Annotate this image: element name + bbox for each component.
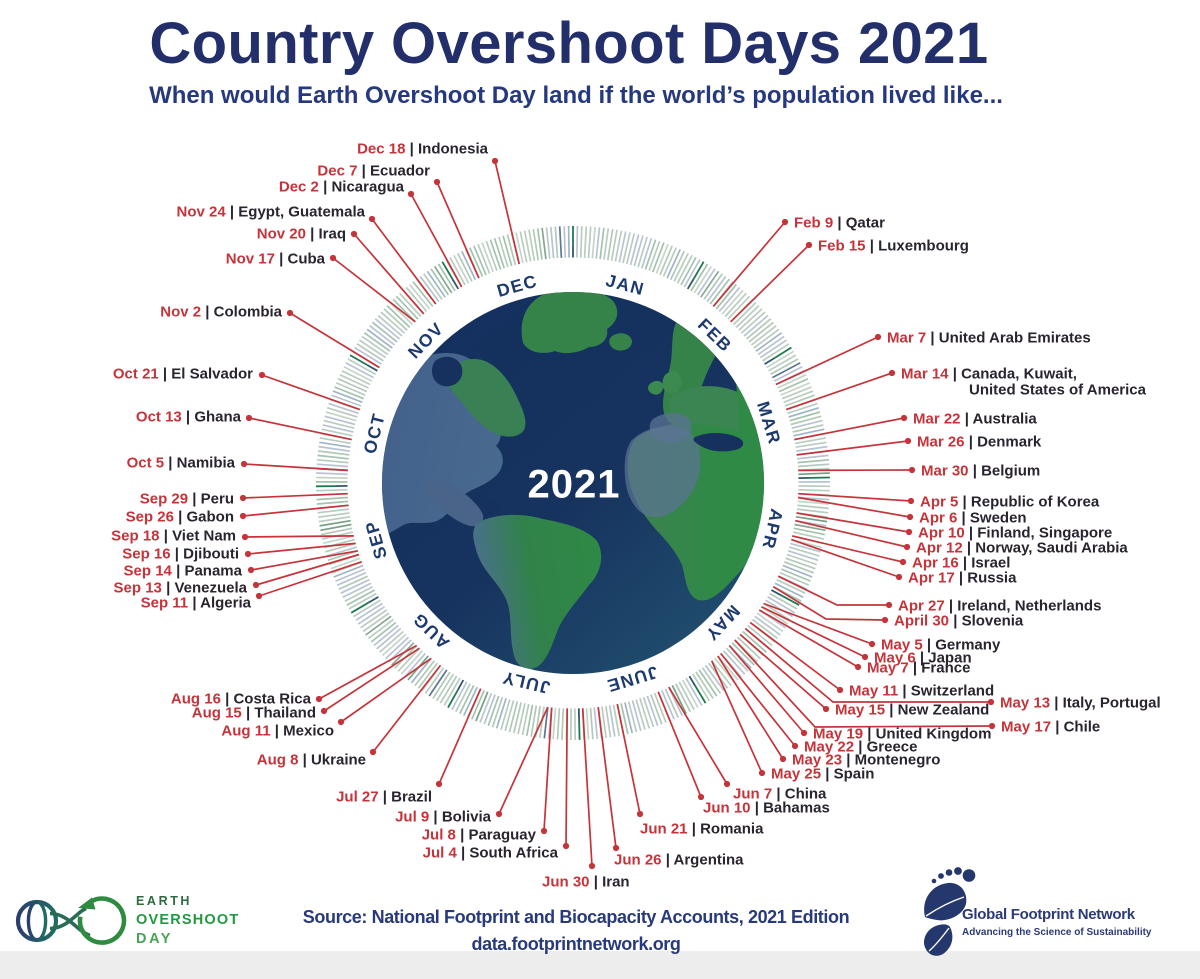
svg-text:Feb 9 | Qatar: Feb 9 | Qatar bbox=[794, 214, 885, 231]
svg-text:data.footprintnetwork.org: data.footprintnetwork.org bbox=[472, 934, 681, 954]
svg-text:Mar 7 | United Arab Emirates: Mar 7 | United Arab Emirates bbox=[887, 329, 1091, 346]
svg-text:Sep 26 | Gabon: Sep 26 | Gabon bbox=[126, 508, 234, 525]
svg-text:Jul 27 | Brazil: Jul 27 | Brazil bbox=[336, 788, 432, 805]
svg-text:Sep 16 | Djibouti: Sep 16 | Djibouti bbox=[122, 545, 239, 562]
svg-text:United States of America: United States of America bbox=[969, 381, 1147, 398]
svg-text:Sep 29 | Peru: Sep 29 | Peru bbox=[140, 490, 234, 507]
svg-text:Sep 14 | Panama: Sep 14 | Panama bbox=[124, 562, 243, 579]
svg-text:Apr 6 | Sweden: Apr 6 | Sweden bbox=[919, 509, 1027, 526]
svg-text:Feb 15 | Luxembourg: Feb 15 | Luxembourg bbox=[818, 237, 969, 254]
svg-text:Mar 14 | Canada, Kuwait,: Mar 14 | Canada, Kuwait, bbox=[901, 365, 1077, 382]
svg-text:2021: 2021 bbox=[528, 463, 621, 507]
svg-text:Country Overshoot Days 2021: Country Overshoot Days 2021 bbox=[149, 11, 988, 76]
svg-text:Sep 13 | Venezuela: Sep 13 | Venezuela bbox=[114, 579, 248, 596]
svg-text:Nov 2 | Colombia: Nov 2 | Colombia bbox=[160, 303, 282, 320]
svg-text:Dec 2 | Nicaragua: Dec 2 | Nicaragua bbox=[279, 178, 405, 195]
svg-text:Apr 10 | Finland, Singapore: Apr 10 | Finland, Singapore bbox=[918, 524, 1112, 541]
svg-text:Mar 22 | Australia: Mar 22 | Australia bbox=[913, 410, 1037, 427]
svg-text:Aug 8 | Ukraine: Aug 8 | Ukraine bbox=[257, 751, 366, 768]
svg-text:EARTH: EARTH bbox=[136, 894, 192, 908]
svg-text:When would Earth Overshoot Day: When would Earth Overshoot Day land if t… bbox=[149, 82, 1003, 109]
svg-text:May 19 | United Kingdom: May 19 | United Kingdom bbox=[813, 725, 991, 742]
svg-text:Jul 9 | Bolivia: Jul 9 | Bolivia bbox=[395, 808, 492, 825]
svg-text:Jun 21 | Romania: Jun 21 | Romania bbox=[640, 820, 764, 837]
svg-text:Jun 26 | Argentina: Jun 26 | Argentina bbox=[614, 851, 744, 868]
svg-text:Nov 17 | Cuba: Nov 17 | Cuba bbox=[226, 250, 326, 267]
svg-text:Nov 24 | Egypt, Guatemala: Nov 24 | Egypt, Guatemala bbox=[177, 203, 366, 220]
svg-text:Oct 5 | Namibia: Oct 5 | Namibia bbox=[127, 454, 236, 471]
svg-text:Apr 5 | Republic of Korea: Apr 5 | Republic of Korea bbox=[920, 493, 1100, 510]
svg-text:Oct 13 | Ghana: Oct 13 | Ghana bbox=[136, 408, 242, 425]
svg-text:May 11 | Switzerland: May 11 | Switzerland bbox=[849, 682, 994, 699]
svg-text:May 25 | Spain: May 25 | Spain bbox=[771, 765, 874, 782]
svg-text:May 7 | France: May 7 | France bbox=[867, 659, 970, 676]
svg-text:Jul 8 | Paraguay: Jul 8 | Paraguay bbox=[422, 826, 537, 843]
svg-text:May 5 | Germany: May 5 | Germany bbox=[881, 636, 1001, 653]
svg-text:Global Footprint Network: Global Footprint Network bbox=[962, 906, 1136, 923]
svg-text:Mar 30 | Belgium: Mar 30 | Belgium bbox=[921, 462, 1040, 479]
svg-text:May 15 | New Zealand: May 15 | New Zealand bbox=[835, 701, 989, 718]
svg-text:Nov 20 | Iraq: Nov 20 | Iraq bbox=[257, 225, 346, 242]
svg-text:Advancing the Science of Susta: Advancing the Science of Sustainability bbox=[962, 927, 1152, 938]
svg-text:Mar 26 | Denmark: Mar 26 | Denmark bbox=[917, 433, 1042, 450]
svg-text:April 30 | Slovenia: April 30 | Slovenia bbox=[894, 612, 1024, 629]
svg-text:Sep 11 | Algeria: Sep 11 | Algeria bbox=[141, 594, 252, 611]
svg-text:Aug 16 | Costa Rica: Aug 16 | Costa Rica bbox=[171, 690, 312, 707]
svg-text:Jun 7 | China: Jun 7 | China bbox=[733, 785, 827, 802]
svg-text:Apr 12 | Norway, Saudi Arabia: Apr 12 | Norway, Saudi Arabia bbox=[916, 539, 1128, 556]
svg-text:Dec 18 | Indonesia: Dec 18 | Indonesia bbox=[357, 140, 489, 157]
svg-text:Jul 4 | South Africa: Jul 4 | South Africa bbox=[423, 844, 559, 861]
svg-text:May 13 | Italy, Portugal: May 13 | Italy, Portugal bbox=[1000, 694, 1161, 711]
svg-text:Source: National Footprint and: Source: National Footprint and Biocapaci… bbox=[303, 907, 849, 927]
svg-text:Oct 21 | El Salvador: Oct 21 | El Salvador bbox=[113, 365, 253, 382]
svg-text:Dec 7 | Ecuador: Dec 7 | Ecuador bbox=[317, 162, 430, 179]
svg-text:OVERSHOOT: OVERSHOOT bbox=[136, 912, 239, 928]
svg-text:May 17 | Chile: May 17 | Chile bbox=[1001, 718, 1100, 735]
svg-text:Apr 27 | Ireland, Netherlands: Apr 27 | Ireland, Netherlands bbox=[898, 597, 1101, 614]
svg-text:Jun 10 | Bahamas: Jun 10 | Bahamas bbox=[703, 799, 830, 816]
svg-text:Sep 18 | Viet Nam: Sep 18 | Viet Nam bbox=[111, 527, 236, 544]
svg-text:Aug 15 | Thailand: Aug 15 | Thailand bbox=[192, 704, 316, 721]
svg-text:Aug 11 | Mexico: Aug 11 | Mexico bbox=[221, 722, 334, 739]
svg-text:Jun 30 | Iran: Jun 30 | Iran bbox=[542, 873, 630, 890]
svg-text:Apr 16 | Israel: Apr 16 | Israel bbox=[912, 554, 1010, 571]
svg-text:May 22 | Greece: May 22 | Greece bbox=[804, 738, 917, 755]
svg-text:DAY: DAY bbox=[136, 931, 173, 947]
svg-text:Apr 17 | Russia: Apr 17 | Russia bbox=[908, 569, 1017, 586]
svg-text:May 6 | Japan: May 6 | Japan bbox=[874, 649, 972, 666]
svg-text:May 23 | Montenegro: May 23 | Montenegro bbox=[792, 751, 940, 768]
